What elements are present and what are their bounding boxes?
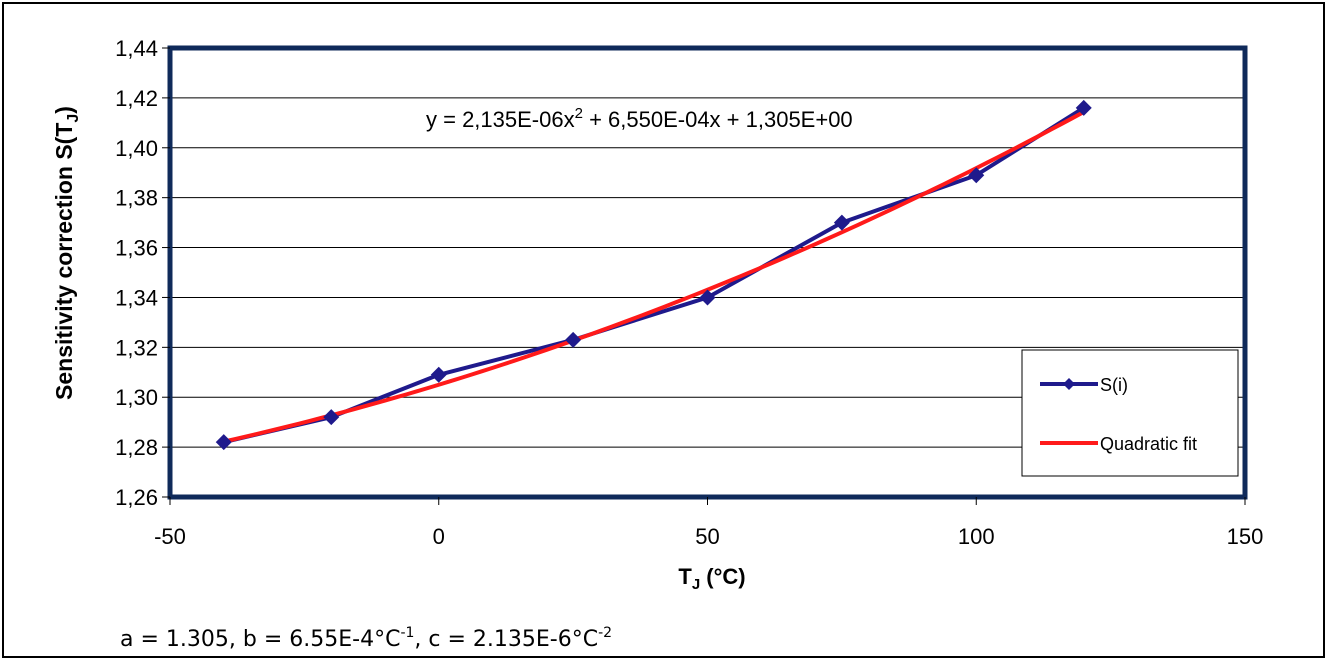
y-tick-label: 1,44: [115, 36, 158, 61]
series-line-s-i: [223, 106, 1085, 445]
data-point-s-i: [699, 289, 716, 306]
legend-marker-s-i: [1063, 378, 1075, 390]
x-axis-ticks: -50 0 50 100 150: [154, 497, 1263, 549]
legend-box: [1021, 349, 1239, 477]
legend-label-quadratic-fit: Quadratic fit: [1100, 434, 1197, 454]
series-layer: [215, 99, 1092, 451]
y-tick-label: 1,26: [115, 485, 158, 510]
data-point-s-i: [968, 167, 985, 184]
legend: S(i) Quadratic fit: [1021, 349, 1239, 477]
x-tick-label: 150: [1227, 524, 1264, 549]
x-tick-label: 50: [695, 524, 719, 549]
y-tick-label: 1,36: [115, 236, 158, 261]
y-tick-label: 1,28: [115, 435, 158, 460]
coefficient-note: a = 1.305, b = 6.55E-4°C-1, c = 2.135E-6…: [120, 625, 612, 652]
x-tick-label: 100: [958, 524, 995, 549]
x-tick-label: 0: [433, 524, 445, 549]
y-axis-title: Sensitivity correction S(TJ): [51, 106, 82, 400]
data-point-s-i: [565, 331, 582, 348]
y-tick-label: 1,42: [115, 86, 158, 111]
legend-label-s-i: S(i): [1100, 375, 1128, 395]
y-tick-label: 1,34: [115, 285, 158, 310]
fit-equation: y = 2,135E-06x2 + 6,550E-04x + 1,305E+00: [426, 105, 853, 132]
y-tick-label: 1,40: [115, 136, 158, 161]
x-axis-title: TJ (°C): [678, 564, 745, 593]
data-point-s-i: [833, 214, 850, 231]
data-point-s-i: [430, 366, 447, 383]
data-point-s-i: [323, 409, 340, 426]
data-point-s-i: [1075, 99, 1092, 116]
y-axis-ticks: 1,26 1,28 1,30 1,32 1,34 1,36 1,38 1,40 1,42 1,44: [115, 36, 170, 510]
y-tick-label: 1,38: [115, 186, 158, 211]
data-point-s-i: [215, 434, 232, 451]
y-tick-label: 1,32: [115, 335, 158, 360]
y-tick-label: 1,30: [115, 385, 158, 410]
x-tick-label: -50: [154, 524, 186, 549]
series-line-quadratic-fit: [223, 110, 1085, 444]
